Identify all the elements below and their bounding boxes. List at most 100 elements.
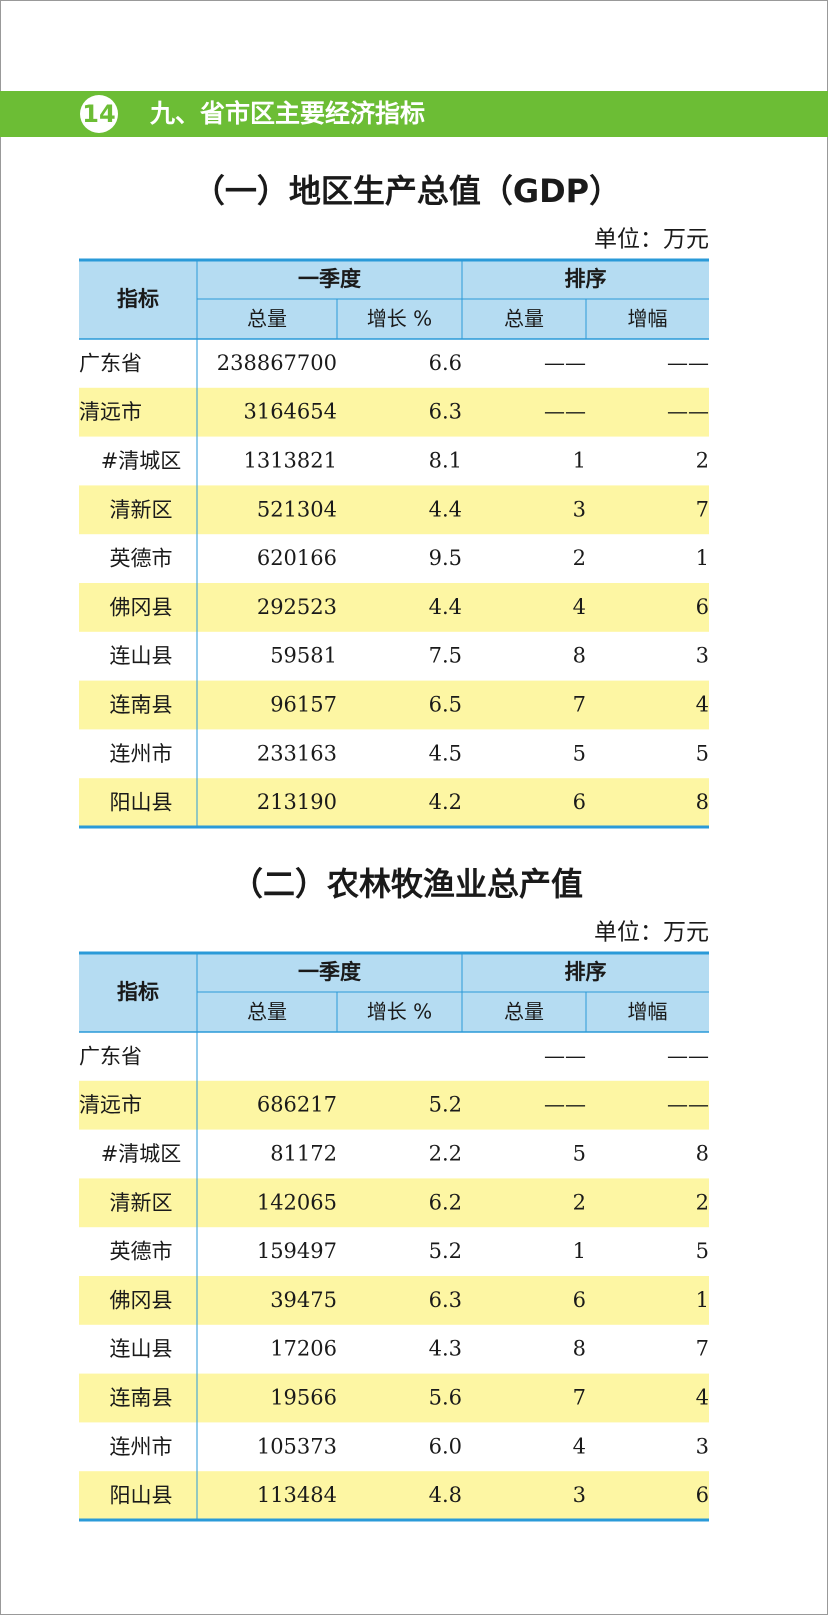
cell: 4 (696, 693, 709, 717)
cell: 3 (573, 1483, 586, 1507)
cell: 292523 (257, 595, 337, 619)
cell: 1 (573, 449, 586, 473)
cell: —— (667, 400, 709, 424)
region-name: 佛冈县 (110, 595, 173, 619)
header-cell: 增幅 (628, 1000, 668, 1024)
region-name: 连州市 (110, 1435, 173, 1459)
section-bar (0, 91, 828, 137)
cell: 620166 (257, 546, 337, 570)
cell: 1 (573, 1239, 586, 1263)
region-name: 清远市 (79, 1093, 142, 1117)
header-cell: 总量 (504, 1000, 544, 1024)
header-cell: 一季度 (298, 267, 361, 291)
cell: 8 (573, 1337, 586, 1361)
region-name: 佛冈县 (110, 1288, 173, 1312)
cell: 8 (573, 644, 586, 668)
header-cell: 总量 (504, 307, 544, 331)
header-cell: 总量 (247, 1000, 287, 1024)
row-bg (79, 387, 709, 437)
table-title: （二）农林牧渔业总产值 (231, 865, 583, 903)
cell: 81172 (270, 1142, 337, 1166)
cell: 213190 (257, 790, 337, 814)
cell: 238867700 (217, 351, 337, 375)
cell: 521304 (257, 497, 337, 521)
cell: 6.6 (429, 351, 462, 375)
cell: —— (544, 1093, 586, 1117)
cell: 4.5 (429, 741, 462, 765)
cell: 5 (696, 741, 709, 765)
region-name: 清远市 (79, 400, 142, 424)
region-name: 阳山县 (110, 1484, 173, 1508)
row-bg (79, 1178, 709, 1228)
cell: 7 (696, 1337, 709, 1361)
region-name: #清城区 (101, 449, 182, 473)
cell: 105373 (257, 1434, 337, 1458)
cell: —— (667, 1093, 709, 1117)
unit-label: 单位：万元 (594, 227, 709, 253)
row-bg (79, 778, 709, 827)
region-name: 广东省 (79, 1044, 142, 1068)
region-name: 阳山县 (110, 791, 173, 815)
cell: 7 (696, 497, 709, 521)
cell: 8 (696, 790, 709, 814)
cell: 6.2 (429, 1190, 462, 1214)
cell: 19566 (270, 1386, 337, 1410)
region-name: 连南县 (110, 1386, 173, 1410)
cell: 5 (696, 1239, 709, 1263)
cell: 2 (696, 1190, 709, 1214)
region-name: 清新区 (110, 1191, 173, 1215)
cell: 233163 (257, 741, 337, 765)
unit-label: 单位：万元 (594, 920, 709, 946)
header-cell: 指标 (117, 980, 159, 1004)
cell: —— (544, 400, 586, 424)
page-badge (80, 95, 118, 133)
cell: 96157 (270, 693, 337, 717)
cell: 3 (573, 497, 586, 521)
cell: 2.2 (429, 1142, 462, 1166)
header-cell: 排序 (565, 267, 607, 291)
cell: 3164654 (243, 400, 337, 424)
cell: —— (667, 351, 709, 375)
row-bg (79, 680, 709, 730)
header-cell: 排序 (565, 960, 607, 984)
cell: 6 (573, 1288, 586, 1312)
cell: 3 (696, 1434, 709, 1458)
row-bg (79, 1276, 709, 1325)
region-name: 连山县 (110, 644, 173, 668)
header-cell: 总量 (247, 307, 287, 331)
section-title: 九、省市区主要经济指标 (149, 99, 425, 128)
header-cell: 一季度 (298, 960, 361, 984)
cell: 59581 (270, 644, 337, 668)
cell: 3 (696, 644, 709, 668)
region-name: 广东省 (79, 351, 142, 375)
row-bg (79, 1373, 709, 1423)
row-bg (79, 1471, 709, 1520)
cell: 8.1 (429, 449, 462, 473)
region-name: 连南县 (110, 693, 173, 717)
cell: 142065 (257, 1190, 337, 1214)
cell: 7 (573, 693, 586, 717)
cell: 4.8 (429, 1483, 462, 1507)
cell: —— (544, 1044, 586, 1068)
cell: 17206 (270, 1337, 337, 1361)
cell: 5.2 (429, 1239, 462, 1263)
cell: 9.5 (429, 546, 462, 570)
cell: 4.4 (429, 595, 462, 619)
cell: 4 (696, 1386, 709, 1410)
header-cell: 增长 % (367, 1000, 432, 1024)
cell: 2 (696, 449, 709, 473)
cell: 8 (696, 1142, 709, 1166)
region-name: 连州市 (110, 742, 173, 766)
cell: —— (544, 351, 586, 375)
cell: 6 (696, 595, 709, 619)
cell: 4 (573, 595, 586, 619)
row-bg (79, 583, 709, 632)
cell: 5 (573, 1142, 586, 1166)
cell: 6.5 (429, 693, 462, 717)
cell: 5.6 (429, 1386, 462, 1410)
cell: 4.2 (429, 790, 462, 814)
cell: 39475 (270, 1288, 337, 1312)
cell: 2 (573, 1190, 586, 1214)
header-cell: 增幅 (628, 307, 668, 331)
